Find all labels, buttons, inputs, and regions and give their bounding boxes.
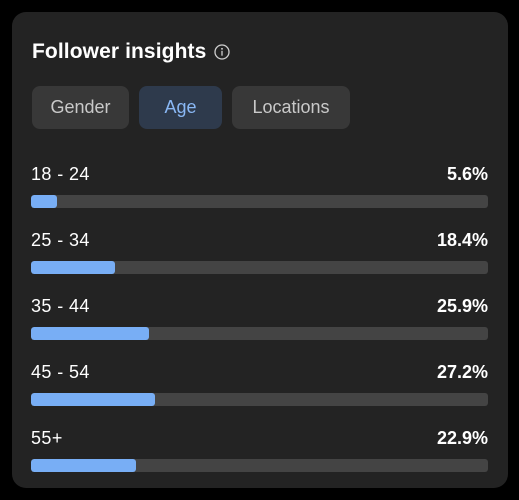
progress-fill bbox=[31, 327, 150, 340]
age-row-55-plus: 55+ 22.9% bbox=[31, 428, 488, 494]
age-range-label: 55+ bbox=[31, 428, 63, 448]
age-row-25-34: 25 - 34 18.4% bbox=[31, 230, 488, 296]
age-row-35-44: 35 - 44 25.9% bbox=[31, 296, 488, 362]
progress-fill bbox=[31, 393, 156, 406]
age-row-45-54: 45 - 54 27.2% bbox=[31, 362, 488, 428]
age-percentage: 5.6% bbox=[446, 164, 488, 184]
progress-fill bbox=[31, 261, 116, 274]
age-percentage: 22.9% bbox=[436, 428, 488, 448]
age-range-label: 35 - 44 bbox=[31, 296, 90, 316]
age-percentage: 25.9% bbox=[436, 296, 488, 316]
follower-insights-card: Follower insights Gender Age Locations 1… bbox=[12, 12, 508, 488]
progress-track bbox=[31, 327, 488, 340]
age-percentage: 27.2% bbox=[436, 362, 488, 382]
age-distribution-list: 18 - 24 5.6% 25 - 34 18.4% 35 - 44 25.9%… bbox=[31, 164, 488, 494]
age-range-label: 25 - 34 bbox=[31, 230, 90, 250]
progress-track bbox=[31, 195, 488, 208]
age-row-18-24: 18 - 24 5.6% bbox=[31, 164, 488, 230]
age-range-label: 18 - 24 bbox=[31, 164, 90, 184]
age-range-label: 45 - 54 bbox=[31, 362, 90, 382]
tab-locations[interactable]: Locations bbox=[232, 86, 350, 129]
info-circle-icon[interactable] bbox=[214, 44, 231, 60]
progress-fill bbox=[31, 459, 136, 472]
progress-track bbox=[31, 261, 488, 274]
progress-track bbox=[31, 393, 488, 406]
tab-age[interactable]: Age bbox=[139, 86, 222, 129]
age-percentage: 18.4% bbox=[436, 230, 488, 250]
card-header: Follower insights bbox=[32, 40, 231, 64]
insight-tabs: Gender Age Locations bbox=[32, 86, 350, 129]
card-title: Follower insights bbox=[32, 40, 207, 63]
progress-track bbox=[31, 459, 488, 472]
progress-fill bbox=[31, 195, 57, 208]
tab-gender[interactable]: Gender bbox=[32, 86, 129, 129]
